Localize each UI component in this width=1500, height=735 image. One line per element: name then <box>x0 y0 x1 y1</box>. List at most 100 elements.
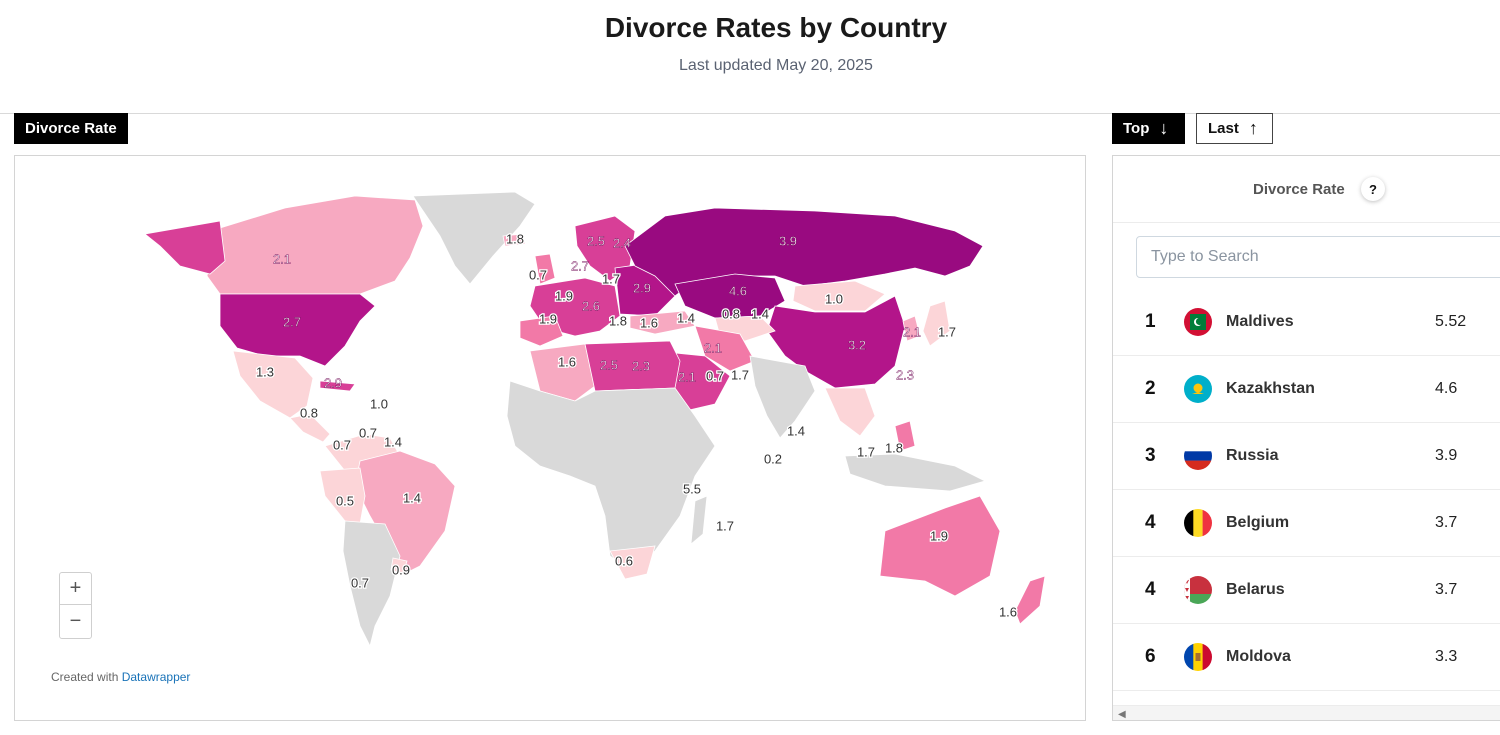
map-value-label: 1.6 <box>999 604 1017 619</box>
map-value-label: 4.6 <box>729 283 747 298</box>
region-iberia[interactable] <box>519 315 564 347</box>
map-value-label: 1.7 <box>716 518 734 533</box>
region-sub-saharan-africa[interactable] <box>506 380 716 572</box>
region-uruguay[interactable] <box>390 557 408 575</box>
horizontal-scrollbar[interactable]: ◀ <box>1113 705 1500 720</box>
region-southeast-asia[interactable] <box>824 387 876 437</box>
region-cuba[interactable] <box>319 380 356 392</box>
datawrapper-link[interactable]: Datawrapper <box>121 670 191 684</box>
map-value-label: 5.5 <box>683 481 701 496</box>
credit-prefix: Created with <box>51 670 119 684</box>
region-canada[interactable] <box>206 195 424 295</box>
region-madagascar[interactable] <box>690 495 708 545</box>
region-philippines[interactable] <box>894 420 916 452</box>
country-search-input[interactable] <box>1136 236 1500 278</box>
world-choropleth-map[interactable]: 1.8 2.5 2.4 2.1 0.7 2.7 1.7 3.9 1.9 2.6 2.9 4.6 1.0 1… <box>15 156 1086 721</box>
region-iceland[interactable] <box>502 233 526 247</box>
map-value-label: 1.9 <box>555 288 573 303</box>
region-north-africa-west[interactable] <box>529 343 596 402</box>
rank-number: 3 <box>1145 445 1156 466</box>
map-value-label: 2.1 <box>704 340 722 355</box>
region-usa[interactable] <box>219 293 376 367</box>
region-kazakhstan[interactable] <box>674 273 786 319</box>
sort-last-label: Last <box>1208 120 1239 137</box>
region-uk[interactable] <box>534 253 556 285</box>
map-value-label: 1.0 <box>825 291 843 306</box>
zoom-in-button[interactable]: + <box>60 573 91 605</box>
metric-button-label: Divorce Rate <box>25 120 117 137</box>
region-central-america[interactable] <box>289 413 331 443</box>
rank-number: 1 <box>1145 311 1156 332</box>
divorce-rate-value: 3.7 <box>1435 514 1458 531</box>
map-value-label: 2.9 <box>324 375 342 390</box>
map-value-labels: 1.8 2.5 2.4 2.1 0.7 2.7 1.7 3.9 1.9 2.6 2.9 4.6 1.0 1… <box>255 230 1019 621</box>
map-value-label: 1.9 <box>930 528 948 543</box>
russia-flag-icon <box>1184 442 1212 470</box>
ranking-row[interactable]: 4 Belarus 3.7 <box>1113 557 1500 624</box>
divorce-rate-value: 3.7 <box>1435 581 1458 598</box>
map-value-label: 0.6 <box>615 553 633 568</box>
region-australia[interactable] <box>879 495 1001 597</box>
maldives-flag-icon <box>1184 308 1212 336</box>
map-value-label: 2.3 <box>896 367 914 382</box>
sort-last-button[interactable]: Last ↑ <box>1196 113 1273 144</box>
map-value-label: 0.7 <box>351 575 369 590</box>
region-iran[interactable] <box>694 325 756 372</box>
map-value-label: 1.8 <box>885 440 903 455</box>
belgium-flag-icon <box>1184 509 1212 537</box>
scroll-left-icon[interactable]: ◀ <box>1118 709 1126 720</box>
ranking-row[interactable]: 1 Maldives 5.52 <box>1113 289 1500 356</box>
map-value-label: 1.8 <box>506 231 524 246</box>
page-subtitle: Last updated May 20, 2025 <box>679 57 873 74</box>
zoom-controls: + − <box>59 572 92 639</box>
map-value-label: 2.5 <box>587 233 605 248</box>
map-value-label: 0.7 <box>529 267 547 282</box>
region-argentina[interactable] <box>342 520 401 648</box>
region-russia[interactable] <box>624 207 984 297</box>
map-value-label: 2.6 <box>582 298 600 313</box>
map-value-label: 2.3 <box>632 358 650 373</box>
map-value-label: 1.7 <box>938 324 956 339</box>
map-value-label: 2.7 <box>283 314 301 329</box>
ranking-row[interactable]: 2 Kazakhstan 4.6 <box>1113 356 1500 423</box>
map-value-label: 0.7 <box>359 425 377 440</box>
map-value-label: 3.2 <box>848 337 866 352</box>
region-japan[interactable] <box>922 300 951 347</box>
map-value-label: 0.5 <box>336 493 354 508</box>
map-credit: Created with Datawrapper <box>51 670 190 684</box>
map-value-label: 1.4 <box>677 310 695 325</box>
region-new-zealand[interactable] <box>1014 575 1046 625</box>
sort-top-button[interactable]: Top ↓ <box>1112 113 1185 144</box>
region-mongolia[interactable] <box>792 280 886 312</box>
map-value-label: 1.7 <box>731 367 749 382</box>
divorce-rate-metric-button[interactable]: Divorce Rate <box>14 113 128 144</box>
ranking-row[interactable]: 4 Belgium 3.7 <box>1113 490 1500 557</box>
map-value-label: 2.9 <box>633 280 651 295</box>
ranking-row[interactable]: 3 Russia 3.9 <box>1113 423 1500 490</box>
region-turkey[interactable] <box>629 310 696 335</box>
ranking-header: Divorce Rate ? <box>1113 156 1500 223</box>
region-brazil[interactable] <box>354 450 456 577</box>
region-north-africa-central[interactable] <box>584 340 681 392</box>
region-south-africa[interactable] <box>609 545 656 580</box>
moldova-flag-icon <box>1184 643 1212 671</box>
region-mexico[interactable] <box>232 350 314 419</box>
page-header: Divorce Rates by Country Last updated Ma… <box>0 0 1500 114</box>
map-value-label: 0.7 <box>333 437 351 452</box>
map-value-label: 2.1 <box>903 324 921 339</box>
region-korea[interactable] <box>902 315 921 342</box>
region-alaska[interactable] <box>144 220 226 275</box>
help-icon[interactable]: ? <box>1361 177 1385 201</box>
region-india[interactable] <box>749 355 816 439</box>
map-value-label: 1.7 <box>857 444 875 459</box>
map-value-label: 1.7 <box>602 271 620 286</box>
map-value-label: 1.4 <box>403 490 421 505</box>
map-value-label: 0.2 <box>764 451 782 466</box>
arrow-up-icon: ↑ <box>1248 118 1258 138</box>
region-greenland[interactable] <box>412 191 536 285</box>
region-indonesia[interactable] <box>844 453 987 492</box>
ranking-row[interactable]: 6 Moldova 3.3 <box>1113 624 1500 691</box>
map-value-label: 1.0 <box>370 396 388 411</box>
map-value-label: 1.8 <box>609 313 627 328</box>
zoom-out-button[interactable]: − <box>69 609 82 632</box>
